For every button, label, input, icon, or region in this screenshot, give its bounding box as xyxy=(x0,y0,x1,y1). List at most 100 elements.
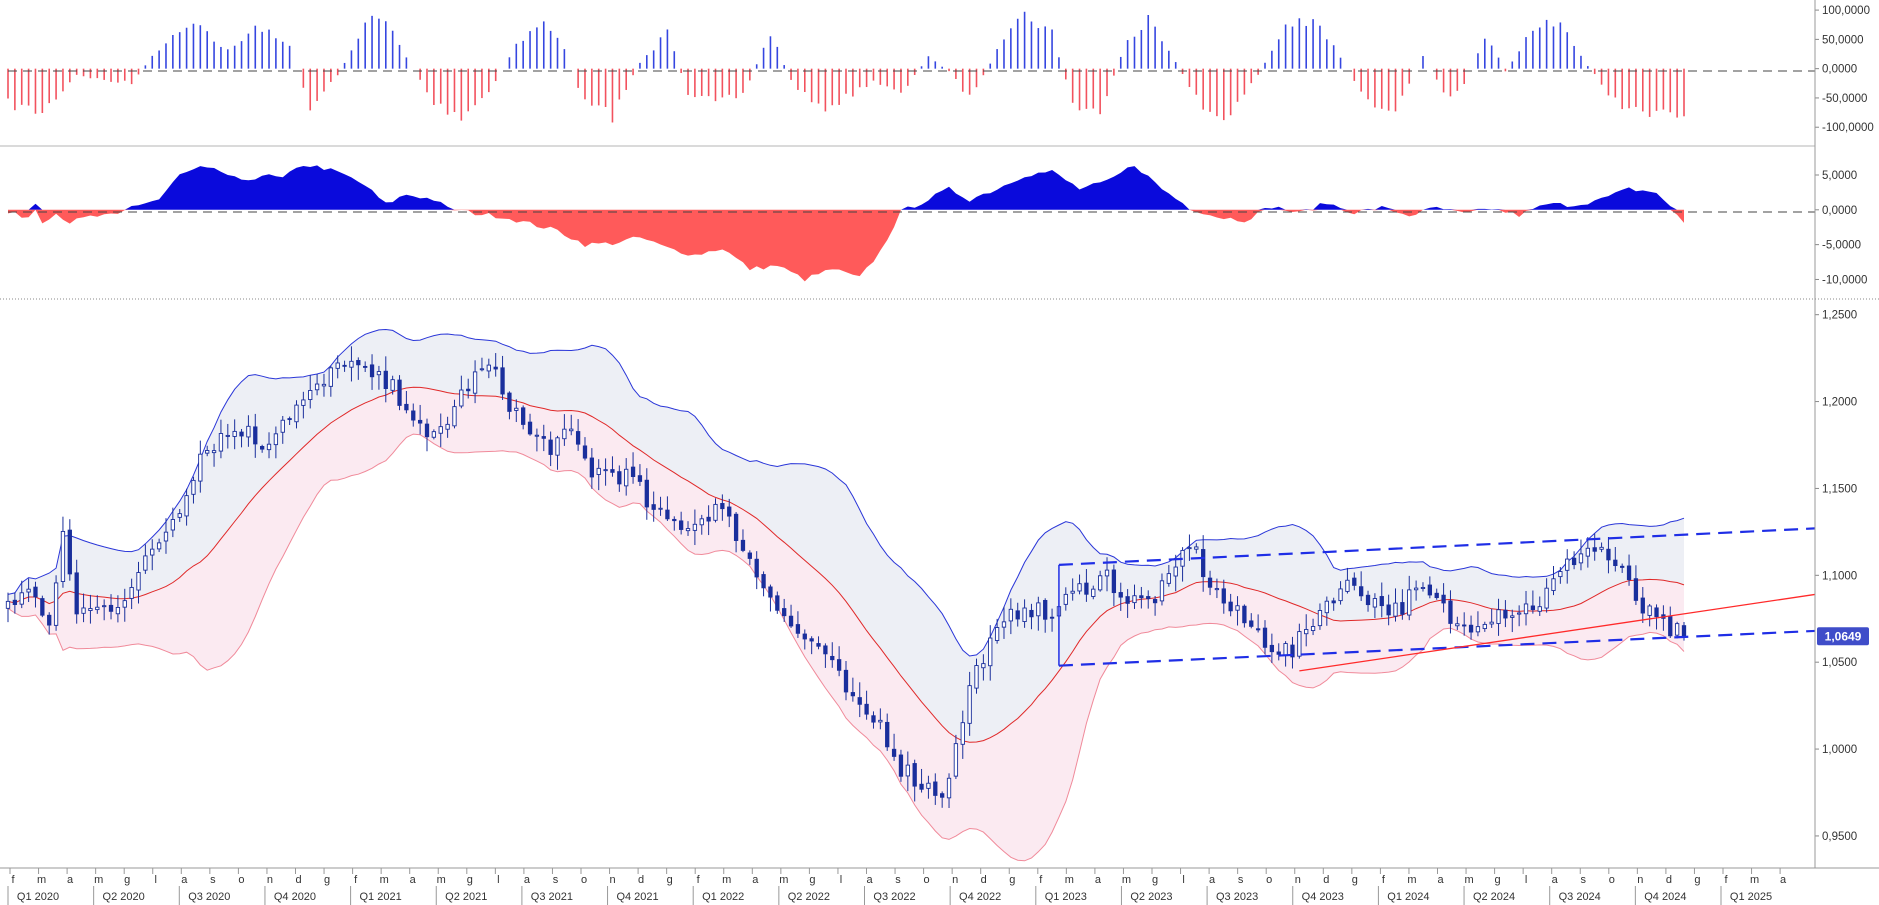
candle xyxy=(1510,609,1515,633)
candle xyxy=(1228,593,1233,617)
x-month-label: d xyxy=(1323,874,1329,886)
candle xyxy=(905,751,910,792)
candle xyxy=(994,618,1000,644)
candle xyxy=(1565,549,1570,584)
candle xyxy=(1194,543,1199,554)
x-month-label: o xyxy=(924,874,930,886)
candle xyxy=(1255,614,1261,633)
x-quarter-label: Q4 2024 xyxy=(1644,891,1686,903)
candle xyxy=(308,375,313,409)
y-tick-label: 0,9500 xyxy=(1822,831,1857,843)
candle xyxy=(1091,585,1096,600)
candle xyxy=(878,708,883,730)
candle xyxy=(1317,603,1323,630)
candle xyxy=(1427,576,1433,599)
candle xyxy=(191,476,196,504)
candle xyxy=(1393,588,1398,622)
candle xyxy=(26,578,31,603)
candle xyxy=(12,592,18,614)
area-positive xyxy=(8,165,1684,210)
x-month-label: a xyxy=(67,874,74,886)
y-tick-label: 1,2000 xyxy=(1822,397,1857,409)
candle xyxy=(1221,579,1226,614)
candle xyxy=(988,625,993,681)
candle xyxy=(665,496,670,521)
candle xyxy=(273,426,279,459)
candle xyxy=(445,416,450,438)
x-quarter-label: Q2 2021 xyxy=(445,891,487,903)
candle xyxy=(225,423,230,449)
candle xyxy=(88,594,93,624)
x-month-label: a xyxy=(181,874,188,886)
candle xyxy=(1489,608,1494,628)
candle xyxy=(727,498,732,528)
candle xyxy=(5,592,11,623)
x-month-label: g xyxy=(1009,874,1015,886)
x-month-label: a xyxy=(1437,874,1444,886)
candle xyxy=(891,733,897,761)
candle xyxy=(383,356,388,403)
candle xyxy=(1077,574,1082,595)
candle xyxy=(143,544,148,574)
x-month-label: g xyxy=(1152,874,1158,886)
histogram-bars xyxy=(7,11,1685,123)
candle xyxy=(1310,618,1316,636)
x-month-label: a xyxy=(1552,874,1559,886)
candle xyxy=(170,507,176,538)
x-month-label: m xyxy=(779,874,788,886)
candle xyxy=(1578,539,1584,571)
candle xyxy=(967,671,972,736)
candle xyxy=(376,365,382,390)
candle xyxy=(184,488,189,526)
candle xyxy=(1571,551,1577,570)
candle xyxy=(685,521,691,536)
y-tick-label: 0,0000 xyxy=(1822,64,1857,76)
candle xyxy=(857,682,862,718)
x-quarter-label: Q2 2022 xyxy=(788,891,830,903)
x-month-label: m xyxy=(380,874,389,886)
candle xyxy=(630,452,636,484)
candle xyxy=(1214,578,1220,599)
candle xyxy=(1496,598,1501,636)
candle xyxy=(761,571,766,597)
y-tick-label: 5,0000 xyxy=(1822,170,1857,182)
candle xyxy=(1359,571,1364,601)
candle xyxy=(259,444,265,453)
y-tick-label: 100,0000 xyxy=(1822,5,1870,17)
x-month-label: l xyxy=(1182,874,1184,886)
candle xyxy=(802,629,807,650)
candle xyxy=(246,415,251,447)
bollinger-fill-upper xyxy=(8,329,1684,743)
candle xyxy=(1097,570,1103,592)
x-month-label: g xyxy=(1352,874,1358,886)
trend-line xyxy=(1299,593,1816,672)
candle xyxy=(67,519,72,581)
candle xyxy=(431,429,437,440)
x-month-label: m xyxy=(1407,874,1416,886)
candle xyxy=(1036,596,1041,631)
candle xyxy=(699,514,704,535)
candle xyxy=(1201,535,1206,592)
candle xyxy=(1152,596,1158,616)
candle xyxy=(459,375,464,409)
x-month-label: n xyxy=(1295,874,1301,886)
area-panel: 5,0000 0,0000 -5,0000 -10,0000 xyxy=(8,165,1867,286)
area-negative xyxy=(8,209,1684,282)
candle xyxy=(1413,580,1419,601)
candle xyxy=(321,373,327,397)
candle xyxy=(1365,590,1371,612)
candle xyxy=(740,529,746,553)
y-tick-label: 0,0000 xyxy=(1822,205,1857,217)
candle xyxy=(417,404,423,435)
candle xyxy=(177,509,182,522)
candle xyxy=(1049,608,1055,632)
candle xyxy=(280,415,285,444)
x-month-label: s xyxy=(1581,874,1587,886)
x-month-label: n xyxy=(267,874,273,886)
candle xyxy=(198,440,203,493)
candle xyxy=(830,642,835,668)
x-month-label: n xyxy=(1637,874,1643,886)
x-month-label: a xyxy=(524,874,531,886)
